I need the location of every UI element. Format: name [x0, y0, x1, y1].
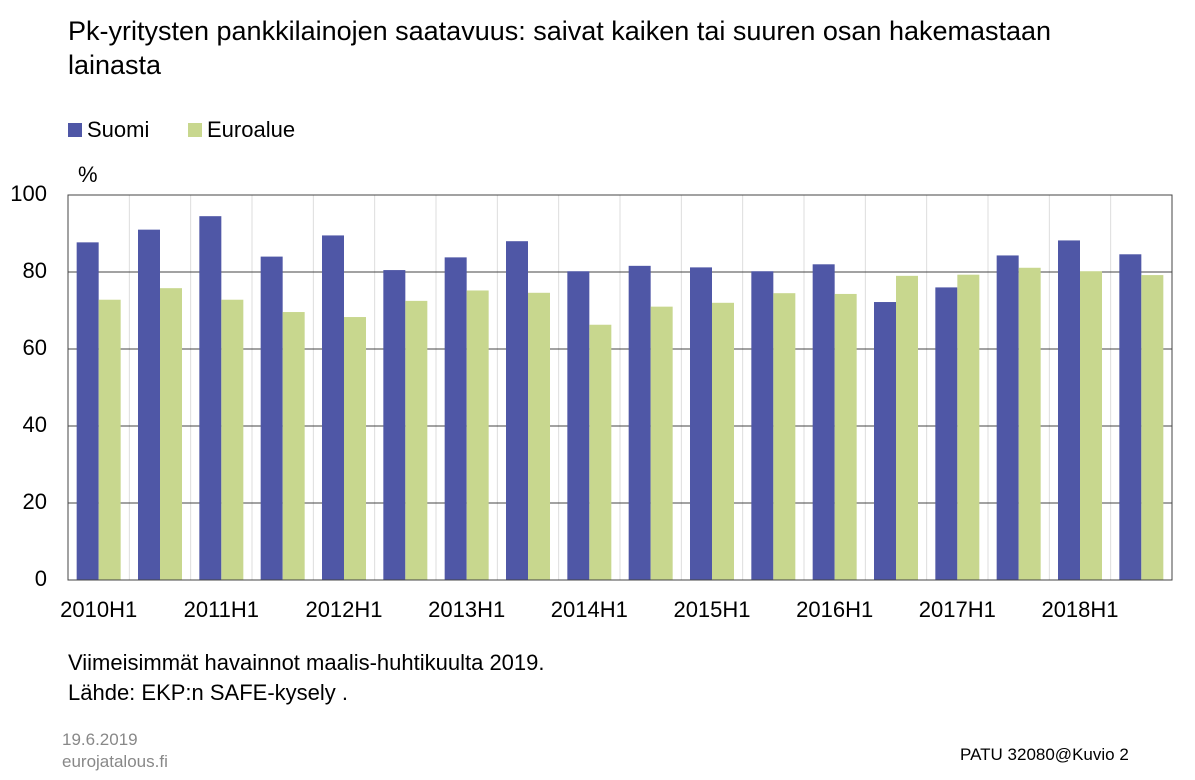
x-tick-label: 2018H1: [1041, 597, 1118, 622]
bar: [506, 241, 528, 580]
bar: [751, 271, 774, 580]
legend-label: Suomi: [87, 117, 149, 142]
y-tick-label: 80: [23, 258, 47, 283]
bar: [98, 299, 121, 580]
bar: [199, 216, 222, 581]
bar: [466, 290, 489, 580]
code: PATU 32080@Kuvio 2: [960, 745, 1129, 764]
note: Viimeisimmät havainnot maalis-huhtikuult…: [68, 650, 545, 675]
bar: [712, 302, 734, 580]
y-axis-label: %: [78, 162, 98, 187]
x-tick-label: 2012H1: [305, 597, 382, 622]
plot-frame: [67, 194, 1173, 581]
bar: [76, 242, 99, 581]
note: Lähde: EKP:n SAFE-kysely .: [68, 680, 349, 705]
x-tick-label: 2010H1: [60, 597, 137, 622]
bar: [444, 257, 467, 580]
x-tick-label: 2011H1: [184, 597, 259, 622]
legend-label: Euroalue: [207, 117, 295, 142]
bar: [405, 300, 428, 580]
bar: [957, 274, 980, 580]
bar: [322, 235, 344, 581]
bar: [1058, 240, 1080, 580]
x-tick-label: 2017H1: [919, 597, 996, 622]
bar: [589, 324, 612, 580]
y-tick-label: 0: [35, 566, 47, 591]
bar: [935, 287, 958, 580]
x-tick-label: 2015H1: [673, 597, 750, 622]
bar: [896, 275, 918, 580]
x-tick-label: 2016H1: [796, 597, 873, 622]
bar: [1080, 271, 1102, 580]
bar: [260, 256, 283, 580]
bar: [874, 302, 896, 580]
bar: [1119, 254, 1142, 581]
bar: [690, 267, 712, 580]
bar: [221, 299, 244, 580]
x-tick-label: 2014H1: [551, 597, 628, 622]
x-tick-label: 2013H1: [428, 597, 505, 622]
y-tick-label: 40: [23, 412, 47, 437]
bar: [996, 255, 1019, 580]
bar: [834, 293, 857, 580]
y-tick-label: 100: [10, 181, 47, 206]
bar: [567, 271, 590, 580]
date: 19.6.2019: [62, 730, 138, 749]
legend-swatch: [188, 123, 202, 137]
bar: [650, 306, 673, 580]
bar: [528, 292, 550, 580]
site: eurojatalous.fi: [62, 752, 168, 771]
chart-title: Pk-yritysten pankkilainojen saatavuus: s…: [68, 16, 1052, 80]
bar: [138, 229, 160, 580]
legend-swatch: [68, 123, 82, 137]
y-tick-label: 60: [23, 335, 47, 360]
bar: [282, 312, 305, 580]
bar: [344, 317, 366, 580]
bar: [1018, 267, 1041, 580]
bar: [160, 288, 182, 580]
bar: [383, 270, 406, 580]
bar: [1141, 275, 1164, 580]
bar: [628, 265, 651, 580]
bar: [812, 264, 835, 580]
bar: [773, 293, 796, 580]
y-tick-label: 20: [23, 489, 47, 514]
